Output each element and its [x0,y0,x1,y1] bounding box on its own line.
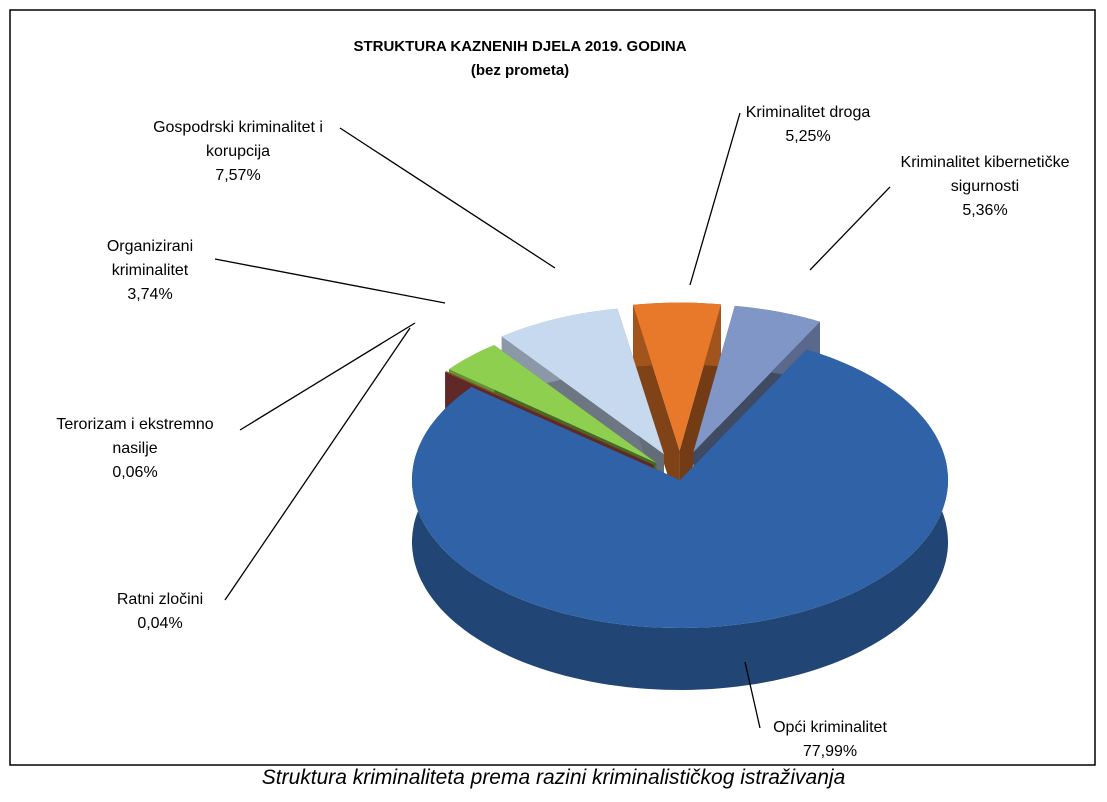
chart-title: STRUKTURA KAZNENIH DJELA 2019. GODINA [353,38,687,55]
slice [693,305,820,453]
data-label-value: 5,36% [962,202,1008,219]
leader-line [744,661,761,729]
leader-line [339,127,556,269]
slice [412,349,948,628]
caption: Struktura kriminaliteta prema razini kri… [261,766,846,789]
leader-line [689,112,741,286]
data-label-value: 3,74% [127,286,173,303]
data-label-value: 5,25% [785,128,831,145]
data-label-name: Kriminalitet droga [745,104,871,121]
slice [445,371,654,465]
data-label-value: 0,06% [112,464,158,481]
data-label-value: 0,04% [137,615,183,632]
data-label-value: 77,99% [802,743,858,760]
data-label-value: 7,57% [215,167,261,184]
slice [633,302,721,451]
leader-line [239,322,416,431]
leader-line [809,186,891,271]
leader-line [224,327,411,601]
slice [449,345,657,463]
slice [445,371,654,465]
data-label-name: Organizirani kriminalitet [106,238,194,279]
data-label-name: Kriminalitet kibernetičke sigurnosti [900,154,1070,195]
data-label-name: Terorizam i ekstremno nasilje [56,416,214,457]
data-label-name: Gospodrski kriminalitet i korupcija [153,119,323,160]
chart-subtitle: (bez prometa) [470,62,570,79]
data-label-name: Ratni zločini [116,591,204,608]
slice [501,308,664,455]
data-label-name: Opći kriminalitet [773,719,887,736]
leader-line [214,258,446,304]
chart-border [9,9,1096,766]
